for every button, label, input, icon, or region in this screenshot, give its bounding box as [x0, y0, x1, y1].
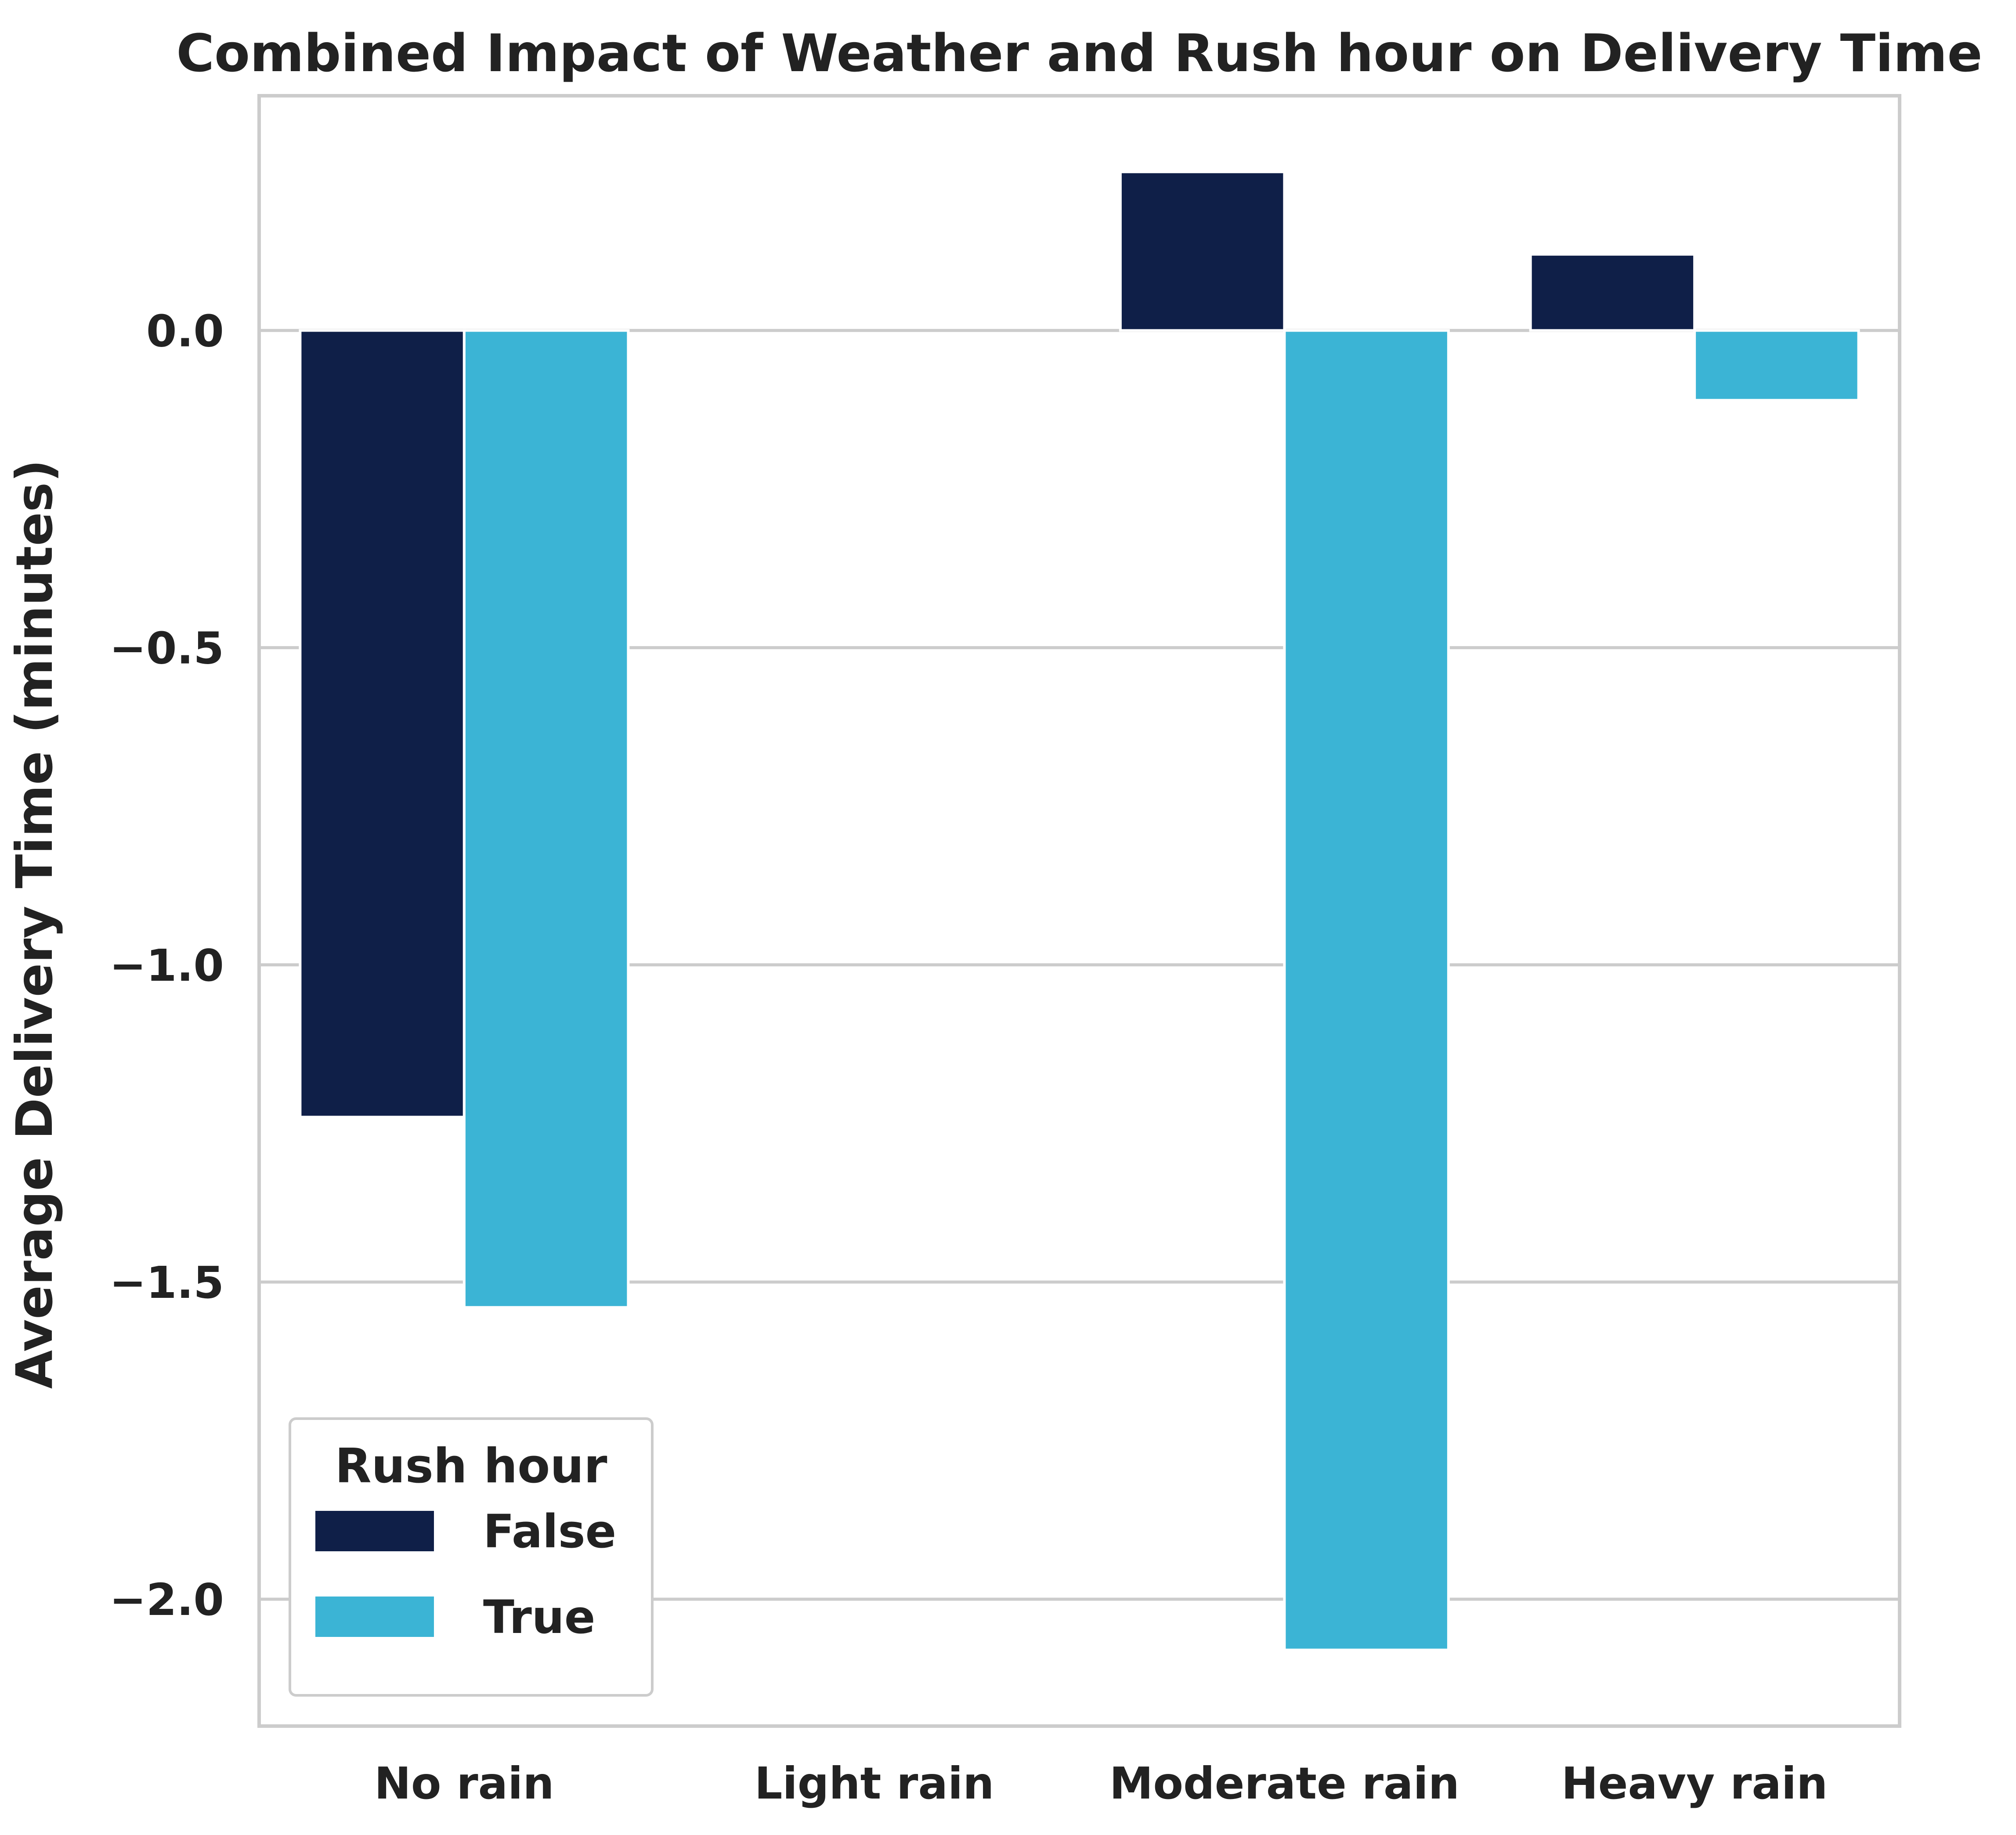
y-tick-label: −1.5	[109, 1257, 224, 1308]
bars	[299, 170, 1860, 1651]
y-ticks: 0.0 −0.5 −1.0 −1.5 −2.0	[109, 305, 224, 1625]
y-tick-label: −2.0	[109, 1574, 224, 1625]
bar-no-rain-true	[462, 329, 630, 1309]
y-tick-label: −1.0	[109, 940, 224, 991]
legend-label-true: True	[483, 1590, 595, 1644]
legend-swatch-true	[315, 1597, 434, 1637]
y-tick-label: 0.0	[146, 305, 224, 357]
chart-title: Combined Impact of Weather and Rush hour…	[176, 23, 1982, 83]
x-tick-label: Moderate rain	[1109, 1758, 1460, 1809]
legend-title: Rush hour	[335, 1439, 607, 1494]
bar-moderate-rain-false	[1119, 170, 1286, 332]
legend: Rush hour False True	[289, 1417, 654, 1697]
x-tick-label: Heavy rain	[1561, 1758, 1828, 1809]
legend-label-false: False	[483, 1505, 616, 1558]
plot-frame	[257, 94, 1901, 1728]
legend-swatch-false	[315, 1511, 434, 1551]
bar-heavy-rain-true	[1693, 329, 1860, 402]
bar-no-rain-false	[299, 329, 466, 1119]
bar-moderate-rain-true	[1283, 329, 1450, 1651]
x-tick-label: No rain	[374, 1758, 554, 1809]
y-tick-label: −0.5	[109, 623, 224, 674]
bar-heavy-rain-false	[1529, 253, 1696, 332]
x-ticks: No rain Light rain Moderate rain Heavy rain	[374, 1758, 1828, 1809]
y-axis-label: Average Delivery Time (minutes)	[5, 459, 64, 1389]
x-tick-label: Light rain	[755, 1758, 994, 1809]
